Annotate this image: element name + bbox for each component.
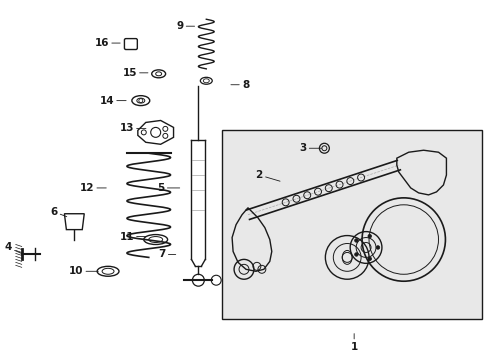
Text: 13: 13 [119,123,146,134]
Text: 7: 7 [158,249,175,260]
Text: 12: 12 [80,183,106,193]
Circle shape [375,246,379,249]
Text: 2: 2 [255,170,280,181]
Text: 16: 16 [94,38,120,48]
Text: 15: 15 [122,68,148,78]
Text: 11: 11 [119,231,146,242]
Text: 4: 4 [4,243,21,253]
Text: 9: 9 [176,21,194,31]
Text: 5: 5 [157,183,179,193]
Text: 14: 14 [99,96,126,105]
Text: 1: 1 [350,334,357,352]
Bar [222,130,481,319]
Circle shape [367,234,371,238]
Circle shape [367,257,371,261]
Text: 3: 3 [299,143,321,153]
Text: 8: 8 [230,80,249,90]
Text: 6: 6 [50,207,67,217]
Circle shape [354,239,358,242]
Text: 10: 10 [69,266,98,276]
Circle shape [354,253,358,256]
